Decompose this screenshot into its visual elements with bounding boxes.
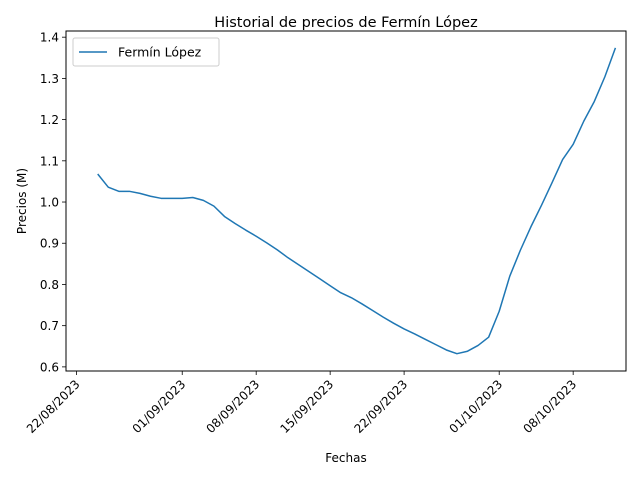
y-tick-label: 1.0 xyxy=(40,196,59,210)
plot-area-frame xyxy=(65,30,627,372)
y-tick-label: 1.4 xyxy=(40,31,59,45)
legend: Fermín López xyxy=(72,37,220,67)
y-tick-label: 0.7 xyxy=(40,319,59,333)
y-tick-label: 1.3 xyxy=(40,72,59,86)
y-axis-ticks: 0.6 0.7 0.8 0.9 1.0 1.1 1.2 1.3 1.4 xyxy=(40,31,66,374)
y-tick-label: 0.9 xyxy=(40,237,59,251)
x-axis-label: Fechas xyxy=(325,451,366,465)
y-axis-label: Precios (M) xyxy=(15,168,29,234)
y-tick-label: 1.2 xyxy=(40,113,59,127)
plot-data xyxy=(97,47,617,355)
chart-title: Historial de precios de Fermín López xyxy=(214,15,477,31)
legend-entry-label: Fermín López xyxy=(118,45,202,60)
y-tick-label: 0.8 xyxy=(40,278,59,292)
series-line-0 xyxy=(97,47,617,355)
y-tick-label: 1.1 xyxy=(40,154,59,168)
legend-box xyxy=(72,37,220,67)
y-tick-label: 0.6 xyxy=(40,360,59,374)
